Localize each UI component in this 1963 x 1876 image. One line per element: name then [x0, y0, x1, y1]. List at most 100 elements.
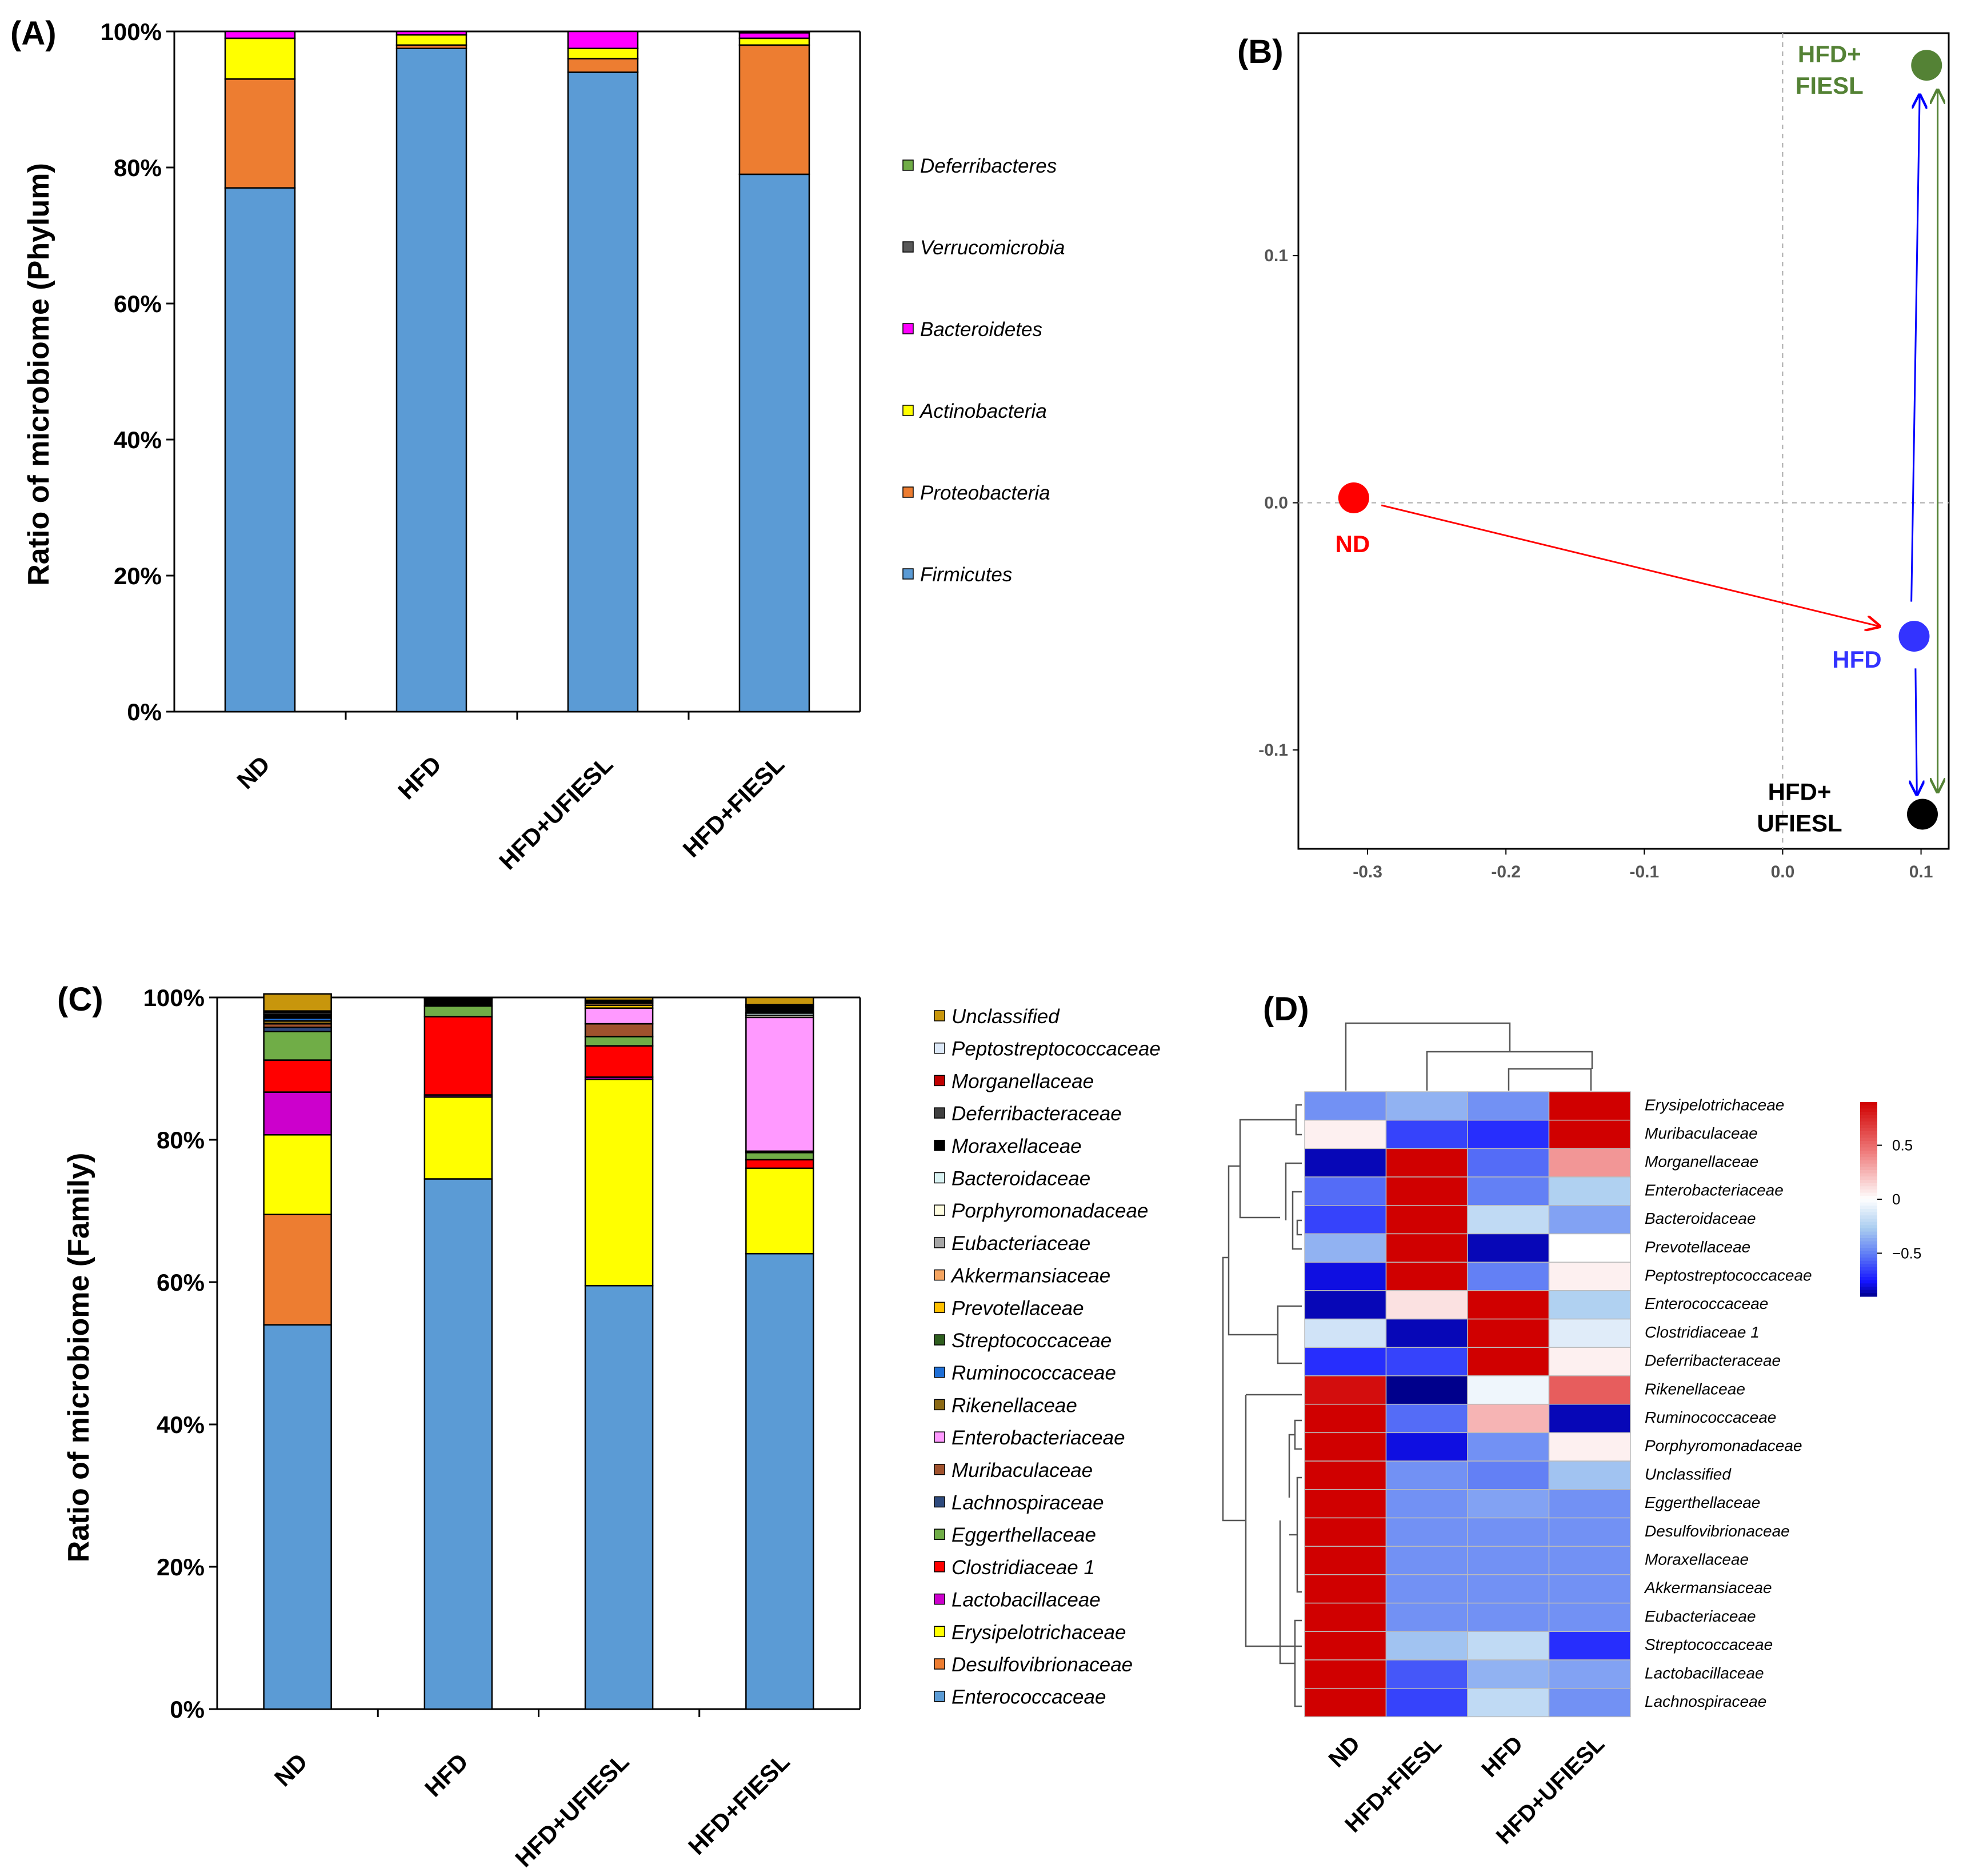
panel-a-legend: Deferribacteres Verrucomicrobia Bacteroide…	[902, 155, 1065, 586]
colorbar-segment	[1860, 1180, 1877, 1184]
b-point-label-hfd: HFD	[1832, 646, 1881, 673]
colorbar-segment	[1860, 1258, 1877, 1262]
a-ytick-label: 0%	[127, 698, 162, 725]
colorbar-segment	[1860, 1280, 1877, 1284]
heatmap-cell-porphyromonadaceae-hfd-fiesl	[1385, 1432, 1468, 1462]
colorbar-segment	[1860, 1219, 1877, 1223]
colorbar-segment	[1860, 1108, 1877, 1112]
a-legend-label-actinobacteria: Actinobacteria	[919, 400, 1047, 422]
a-bar-hfd-firmicutes	[395, 47, 467, 713]
heatmap-cell-lactobacillaceae-hfd	[1467, 1659, 1550, 1689]
a-bar-nd-proteobacteria	[224, 78, 296, 189]
a-bar-nd-firmicutes	[224, 187, 296, 713]
b-xtick-label: -0.3	[1353, 863, 1382, 881]
c-bar-nd-unclassified	[263, 993, 332, 1012]
colorbar-segment	[1860, 1118, 1877, 1122]
b-point-label-nd: ND	[1336, 530, 1370, 557]
heatmap-cell-bacteroidaceae-nd	[1304, 1205, 1387, 1235]
c-bar-hfd-ufiesl-erysipelotrichaceae	[584, 1078, 654, 1287]
c-legend-swatch-eubacteriaceae	[934, 1237, 945, 1248]
panel-d-labels: Erysipelotrichaceae Muribaculaceae Morgane…	[1324, 1096, 1812, 1849]
c-legend-swatch-desulfovibrionaceae	[934, 1658, 945, 1670]
a-bar-nd-bacteroidetes	[224, 30, 296, 39]
panel-a-stacked-bar-chart: 0%20%40%60%80%100%ND HFD HFD+UFIESL HFD+FIE…	[22, 18, 1065, 875]
heatmap-row-label-bacteroidaceae: Bacteroidaceae	[1645, 1210, 1756, 1227]
a-bar-hfd-ufiesl-actinobacteria	[567, 47, 639, 59]
heatmap-cell-morganellaceae-hfd-fiesl	[1385, 1148, 1468, 1178]
heatmap-cell-erysipelotrichaceae-nd	[1304, 1091, 1387, 1121]
heatmap-cell-streptococcaceae-hfd	[1467, 1631, 1550, 1661]
c-legend-swatch-porphyromonadaceae	[934, 1204, 945, 1216]
heatmap-cell-erysipelotrichaceae-hfd-fiesl	[1385, 1091, 1468, 1121]
colorbar-segment	[1860, 1215, 1877, 1219]
c-legend-swatch-bacteroidaceae	[934, 1172, 945, 1184]
heatmap-cell-eubacteriaceae-nd	[1304, 1602, 1387, 1632]
panel-c-stacked-bar-chart: 0%20%40%60%80%100%ND HFD HFD+UFIESL HFD+FIE…	[62, 984, 1161, 1872]
heatmap-cell-eubacteriaceae-hfd-ufiesl	[1548, 1602, 1631, 1632]
panel-b-plot-frame	[1297, 32, 1950, 850]
a-ytick-label: 20%	[114, 562, 162, 589]
colorbar-segment	[1860, 1222, 1877, 1226]
heatmap-cell-unclassified-hfd-ufiesl	[1548, 1460, 1631, 1490]
heatmap-cell-eubacteriaceae-hfd-fiesl	[1385, 1602, 1468, 1632]
c-bar-nd-desulfovibrionaceae	[263, 1214, 332, 1326]
c-legend-swatch-enterobacteriaceae	[934, 1431, 945, 1443]
colorbar-segment	[1860, 1248, 1877, 1252]
c-legend-swatch-unclassified	[934, 1010, 945, 1021]
colorbar-segment	[1860, 1228, 1877, 1232]
a-ytick-label: 80%	[114, 154, 162, 181]
c-legend-swatch-enterococcaceae	[934, 1690, 945, 1702]
colorbar-segment	[1860, 1170, 1877, 1174]
colorbar-segment	[1860, 1290, 1877, 1294]
heatmap-row-label-eubacteriaceae: Eubacteriaceae	[1645, 1607, 1756, 1625]
c-legend-swatch-streptococcaceae	[934, 1334, 945, 1346]
b-xtick-label: 0.1	[1909, 863, 1933, 881]
heatmap-cell-ruminococcaceae-hfd-fiesl	[1385, 1403, 1468, 1434]
heatmap-row-label-clostridiaceae-1: Clostridiaceae 1	[1645, 1323, 1760, 1341]
heatmap-cell-enterococcaceae-hfd-ufiesl	[1548, 1290, 1631, 1320]
heatmap-cell-morganellaceae-hfd-ufiesl	[1548, 1148, 1631, 1178]
heatmap-cell-streptococcaceae-hfd-fiesl	[1385, 1631, 1468, 1661]
heatmap-cell-moraxellaceae-hfd-fiesl	[1385, 1546, 1468, 1575]
c-legend-label-prevotellaceae: Prevotellaceae	[951, 1297, 1084, 1319]
heatmap-cell-muribaculaceae-hfd-fiesl	[1385, 1119, 1468, 1149]
colorbar-tick-label: 0.5	[1892, 1137, 1913, 1154]
c-legend-swatch-eggerthellaceae	[934, 1528, 945, 1540]
c-legend-label-akkermansiaceae: Akkermansiaceae	[950, 1265, 1110, 1287]
heatmap-cell-eubacteriaceae-hfd	[1467, 1602, 1550, 1632]
a-ytick-label: 100%	[101, 18, 162, 45]
colorbar-segment	[1860, 1124, 1877, 1128]
heatmap-cell-morganellaceae-nd	[1304, 1148, 1387, 1178]
heatmap-row-label-muribaculaceae: Muribaculaceae	[1645, 1124, 1758, 1142]
heatmap-cell-lachnospiraceae-hfd-fiesl	[1385, 1687, 1468, 1718]
c-legend-label-moraxellaceae: Moraxellaceae	[951, 1135, 1082, 1157]
c-bar-hfd-ufiesl-eggerthellaceae	[584, 1036, 654, 1047]
b-point-label-hfd-ufiesl: UFIESL	[1757, 809, 1842, 836]
heatmap-cell-enterobacteriaceae-hfd-fiesl	[1385, 1176, 1468, 1206]
c-legend-label-bacteroidaceae: Bacteroidaceae	[951, 1168, 1090, 1190]
c-legend-label-eggerthellaceae: Eggerthellaceae	[951, 1524, 1096, 1546]
c-legend-swatch-muribaculaceae	[934, 1464, 945, 1475]
a-bar-hfd-fiesl-bacteroidetes	[738, 32, 810, 39]
a-legend-swatch-actinobacteria	[902, 405, 914, 416]
row-dendrogram-16	[1279, 1520, 1295, 1665]
heatmap-cell-moraxellaceae-hfd-ufiesl	[1548, 1546, 1631, 1575]
heatmap-row-label-unclassified: Unclassified	[1645, 1465, 1732, 1483]
colorbar-segment	[1860, 1183, 1877, 1187]
colorbar-segment	[1860, 1287, 1877, 1291]
b-xtick-label: -0.1	[1629, 863, 1659, 881]
a-bar-hfd-ufiesl-proteobacteria	[567, 58, 639, 73]
colorbar-segment	[1860, 1238, 1877, 1242]
c-legend-swatch-erysipelotrichaceae	[934, 1626, 945, 1638]
c-bar-hfd-moraxellaceae	[423, 998, 493, 1007]
c-legend-label-deferribacteraceae: Deferribacteraceae	[951, 1103, 1122, 1125]
heatmap-cell-eggerthellaceae-hfd-ufiesl	[1548, 1489, 1631, 1519]
c-bar-nd-clostridiaceae-1	[263, 1059, 332, 1093]
heatmap-cell-akkermansiaceae-hfd-ufiesl	[1548, 1574, 1631, 1604]
colorbar-segment	[1860, 1173, 1877, 1177]
heatmap-cell-unclassified-hfd-fiesl	[1385, 1460, 1468, 1490]
colorbar-segment	[1860, 1186, 1877, 1190]
a-legend-swatch-deferribacteres	[902, 159, 914, 171]
c-bar-hfd-fiesl-eggerthellaceae	[745, 1152, 814, 1161]
